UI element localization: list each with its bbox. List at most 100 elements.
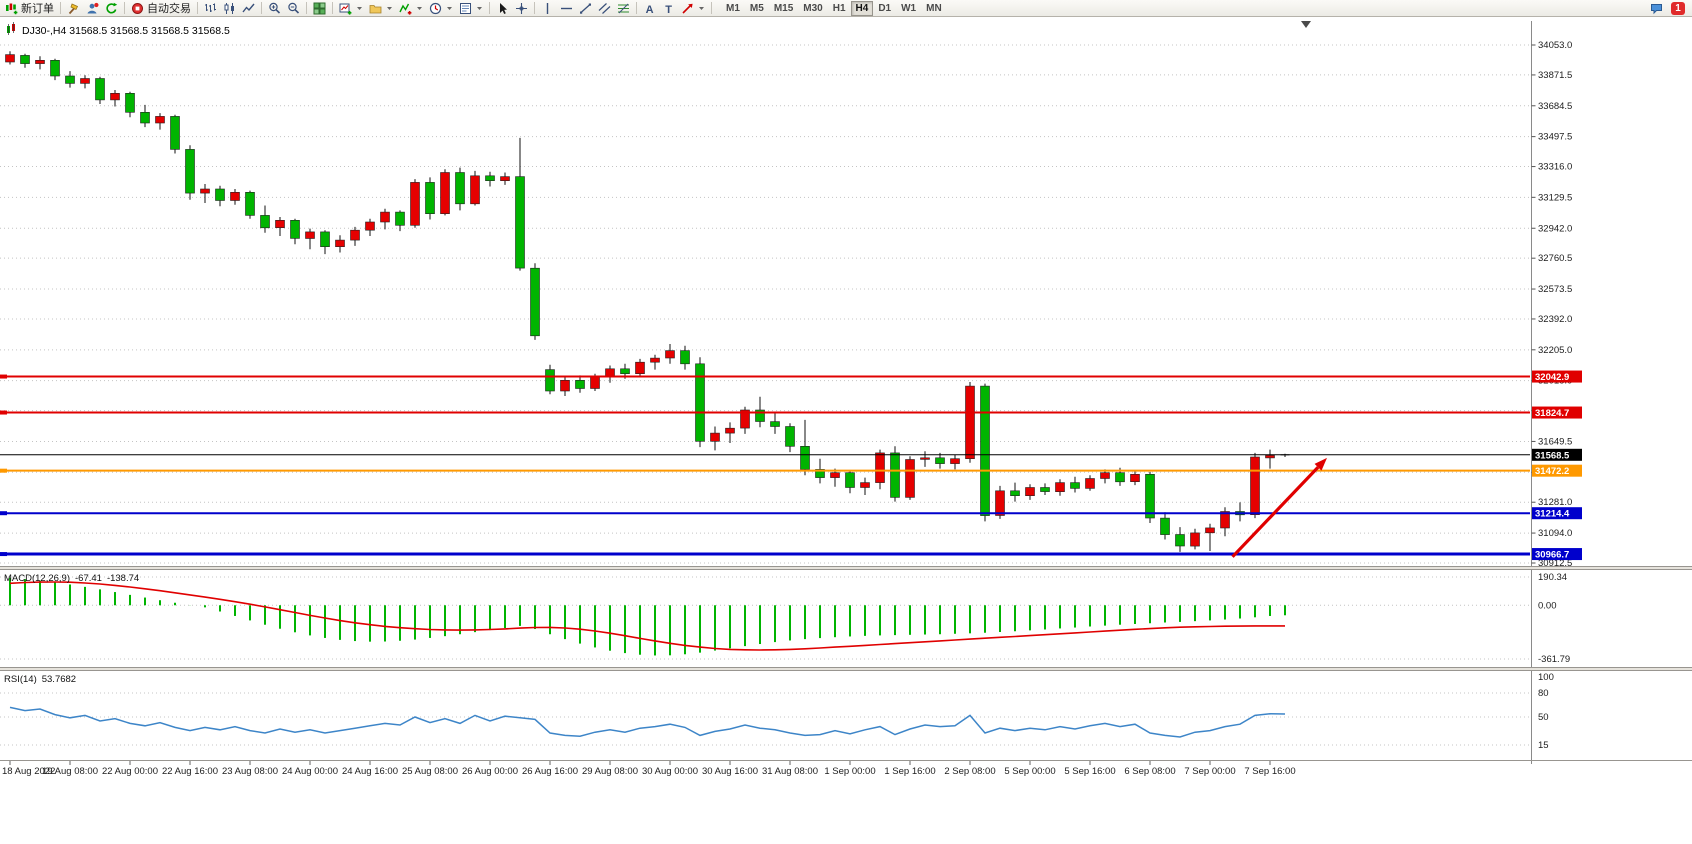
candle-body xyxy=(545,369,555,392)
timeframe-h4[interactable]: H4 xyxy=(850,0,874,16)
svg-text:32042.9: 32042.9 xyxy=(1535,372,1569,383)
chart-canvas[interactable]: 34053.0 33871.5 33684.5 33497.5 33316.0 33129… xyxy=(0,17,1692,844)
bar-chart-button[interactable] xyxy=(201,0,220,16)
timeframe-d1[interactable]: D1 xyxy=(878,2,892,14)
cursor-button[interactable] xyxy=(493,0,512,16)
toolbar: 新订单 自动交易 xyxy=(0,0,1692,17)
candle-body xyxy=(710,432,720,442)
macd-signal-line xyxy=(9,581,1285,651)
hammer-button[interactable] xyxy=(64,0,83,16)
price-gridlines xyxy=(0,44,1530,564)
candle-body xyxy=(995,490,1005,516)
horizontal-line-button[interactable] xyxy=(557,0,576,16)
arrows-tool-button[interactable] xyxy=(678,0,708,16)
zoom-in-icon xyxy=(269,2,281,14)
fibonacci-button[interactable] xyxy=(614,0,633,16)
candle-body xyxy=(395,211,405,226)
period-clock-button[interactable] xyxy=(426,0,456,16)
level-left-marker xyxy=(0,410,7,415)
price-tick-label: 31094.0 xyxy=(1538,528,1572,539)
chevron-down-icon xyxy=(477,6,482,10)
price-tick-label: 31281.0 xyxy=(1538,497,1572,508)
timeframe-h1[interactable]: H1 xyxy=(832,2,846,14)
price-levels xyxy=(0,374,1530,557)
candle-body xyxy=(305,231,315,239)
indicators-button[interactable] xyxy=(396,0,426,16)
timeframe-toolbar: M1 M5 M15 M30 H1 H4 D1 W1 MN xyxy=(721,0,947,16)
chart-shift-marker[interactable] xyxy=(1301,21,1311,28)
timeframe-m15[interactable]: M15 xyxy=(773,2,794,14)
candle-body xyxy=(365,221,375,231)
candle-body xyxy=(740,409,750,429)
rsi-axis-label: 50 xyxy=(1538,712,1549,723)
candle-body xyxy=(650,357,660,363)
candle-body xyxy=(335,239,345,248)
timeframe-m30[interactable]: M30 xyxy=(803,2,823,14)
new-order-icon xyxy=(6,3,18,14)
candle-body xyxy=(500,176,510,182)
timeframe-w1[interactable]: W1 xyxy=(901,2,917,14)
candle-body xyxy=(950,458,960,464)
candle-body xyxy=(1250,456,1260,516)
toolbar-separator xyxy=(306,2,307,14)
price-level-badge xyxy=(1532,548,1582,561)
candle-body xyxy=(575,379,585,389)
chevron-down-icon xyxy=(417,6,422,10)
panel-separator[interactable] xyxy=(0,667,1692,671)
time-label: 19 Aug 08:00 xyxy=(42,766,98,777)
panel-separator[interactable] xyxy=(0,566,1692,570)
time-label: 24 Aug 16:00 xyxy=(342,766,398,777)
time-label: 5 Sep 00:00 xyxy=(1004,766,1055,777)
candle-body xyxy=(380,211,390,223)
refresh-button[interactable] xyxy=(102,0,121,16)
timeframe-m5[interactable]: M5 xyxy=(749,2,764,14)
time-label: 30 Aug 16:00 xyxy=(702,766,758,777)
candle-body xyxy=(635,361,645,375)
time-label: 25 Aug 08:00 xyxy=(402,766,458,777)
panel-separators[interactable] xyxy=(0,566,1692,761)
toolbar-separator xyxy=(261,2,262,14)
candle-body xyxy=(455,172,465,205)
trend-arrow[interactable] xyxy=(1231,457,1328,558)
auto-trading-button[interactable]: 自动交易 xyxy=(128,0,194,16)
zoom-out-button[interactable] xyxy=(284,0,303,16)
tile-windows-button[interactable] xyxy=(310,0,329,16)
candle-body xyxy=(50,59,60,77)
profiles-button[interactable] xyxy=(366,0,396,16)
time-label: 22 Aug 00:00 xyxy=(102,766,158,777)
time-label: 7 Sep 16:00 xyxy=(1244,766,1295,777)
svg-text:A: A xyxy=(646,3,654,14)
rsi-panel: 100 80 50 15 xyxy=(0,672,1554,751)
trendline-button[interactable] xyxy=(576,0,595,16)
candle-body xyxy=(215,188,225,201)
crosshair-button[interactable] xyxy=(512,0,531,16)
chevron-down-icon xyxy=(447,6,452,10)
timeframe-m1[interactable]: M1 xyxy=(726,2,740,14)
timeframe-mn[interactable]: MN xyxy=(926,2,942,14)
label-tool-button[interactable]: T xyxy=(659,0,678,16)
candlestick-chart-button[interactable] xyxy=(220,0,239,16)
template-button[interactable] xyxy=(456,0,486,16)
new-chart-button[interactable] xyxy=(336,0,366,16)
zoom-out-icon xyxy=(288,2,300,14)
horizontal-line-icon xyxy=(561,7,572,9)
user-accounts-button[interactable] xyxy=(83,0,102,16)
message-button[interactable] xyxy=(1647,0,1666,16)
vertical-line-button[interactable] xyxy=(538,0,557,16)
price-tick-label: 32760.5 xyxy=(1538,253,1572,264)
text-tool-button[interactable]: A xyxy=(640,0,659,16)
toolbar-separator xyxy=(124,2,125,14)
price-level-badge xyxy=(1532,464,1582,477)
new-order-button[interactable]: 新订单 xyxy=(2,0,57,16)
message-icon xyxy=(1651,3,1662,14)
candle-body xyxy=(1100,472,1110,479)
line-chart-icon xyxy=(242,3,255,12)
line-chart-button[interactable] xyxy=(239,0,258,16)
zoom-in-button[interactable] xyxy=(265,0,284,16)
notification-badge[interactable]: 1 xyxy=(1671,1,1685,15)
svg-text:31568.5: 31568.5 xyxy=(1535,450,1570,461)
channel-button[interactable] xyxy=(595,0,614,16)
price-axis[interactable]: 34053.0 33871.5 33684.5 33497.5 33316.0 33129… xyxy=(1531,21,1573,764)
candle-body xyxy=(680,350,690,365)
